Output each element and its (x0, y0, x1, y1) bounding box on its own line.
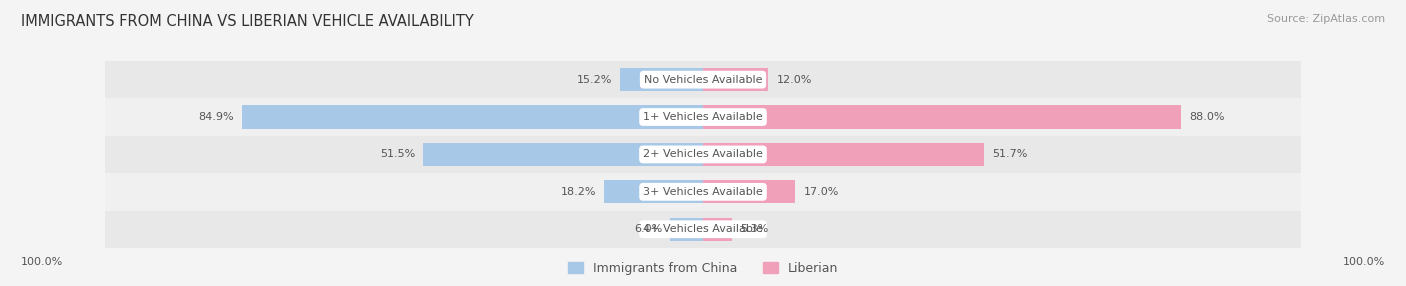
Text: 6.0%: 6.0% (634, 224, 662, 234)
Text: 4+ Vehicles Available: 4+ Vehicles Available (643, 224, 763, 234)
Text: 51.7%: 51.7% (993, 150, 1028, 159)
Bar (51, 210, 1355, 248)
Text: 100.0%: 100.0% (1343, 257, 1385, 267)
Text: 12.0%: 12.0% (776, 75, 811, 85)
Bar (671, 218, 703, 241)
Text: 2+ Vehicles Available: 2+ Vehicles Available (643, 150, 763, 159)
Text: 84.9%: 84.9% (198, 112, 233, 122)
Text: Source: ZipAtlas.com: Source: ZipAtlas.com (1267, 14, 1385, 24)
Text: 51.5%: 51.5% (380, 150, 415, 159)
Bar (605, 180, 703, 203)
Text: 100.0%: 100.0% (21, 257, 63, 267)
Bar (620, 68, 703, 91)
Text: 88.0%: 88.0% (1189, 112, 1225, 122)
Bar (703, 106, 1181, 129)
Bar (51, 173, 1355, 210)
Bar (703, 143, 984, 166)
Text: 17.0%: 17.0% (803, 187, 839, 197)
Bar (703, 180, 796, 203)
Legend: Immigrants from China, Liberian: Immigrants from China, Liberian (564, 257, 842, 280)
Bar (703, 218, 731, 241)
Bar (703, 68, 768, 91)
Text: 15.2%: 15.2% (576, 75, 612, 85)
Text: No Vehicles Available: No Vehicles Available (644, 75, 762, 85)
Bar (242, 106, 703, 129)
Bar (51, 98, 1355, 136)
Text: 1+ Vehicles Available: 1+ Vehicles Available (643, 112, 763, 122)
Bar (51, 136, 1355, 173)
Text: 5.3%: 5.3% (740, 224, 768, 234)
Bar (51, 61, 1355, 98)
Bar (423, 143, 703, 166)
Text: 18.2%: 18.2% (561, 187, 596, 197)
Text: 3+ Vehicles Available: 3+ Vehicles Available (643, 187, 763, 197)
Text: IMMIGRANTS FROM CHINA VS LIBERIAN VEHICLE AVAILABILITY: IMMIGRANTS FROM CHINA VS LIBERIAN VEHICL… (21, 14, 474, 29)
